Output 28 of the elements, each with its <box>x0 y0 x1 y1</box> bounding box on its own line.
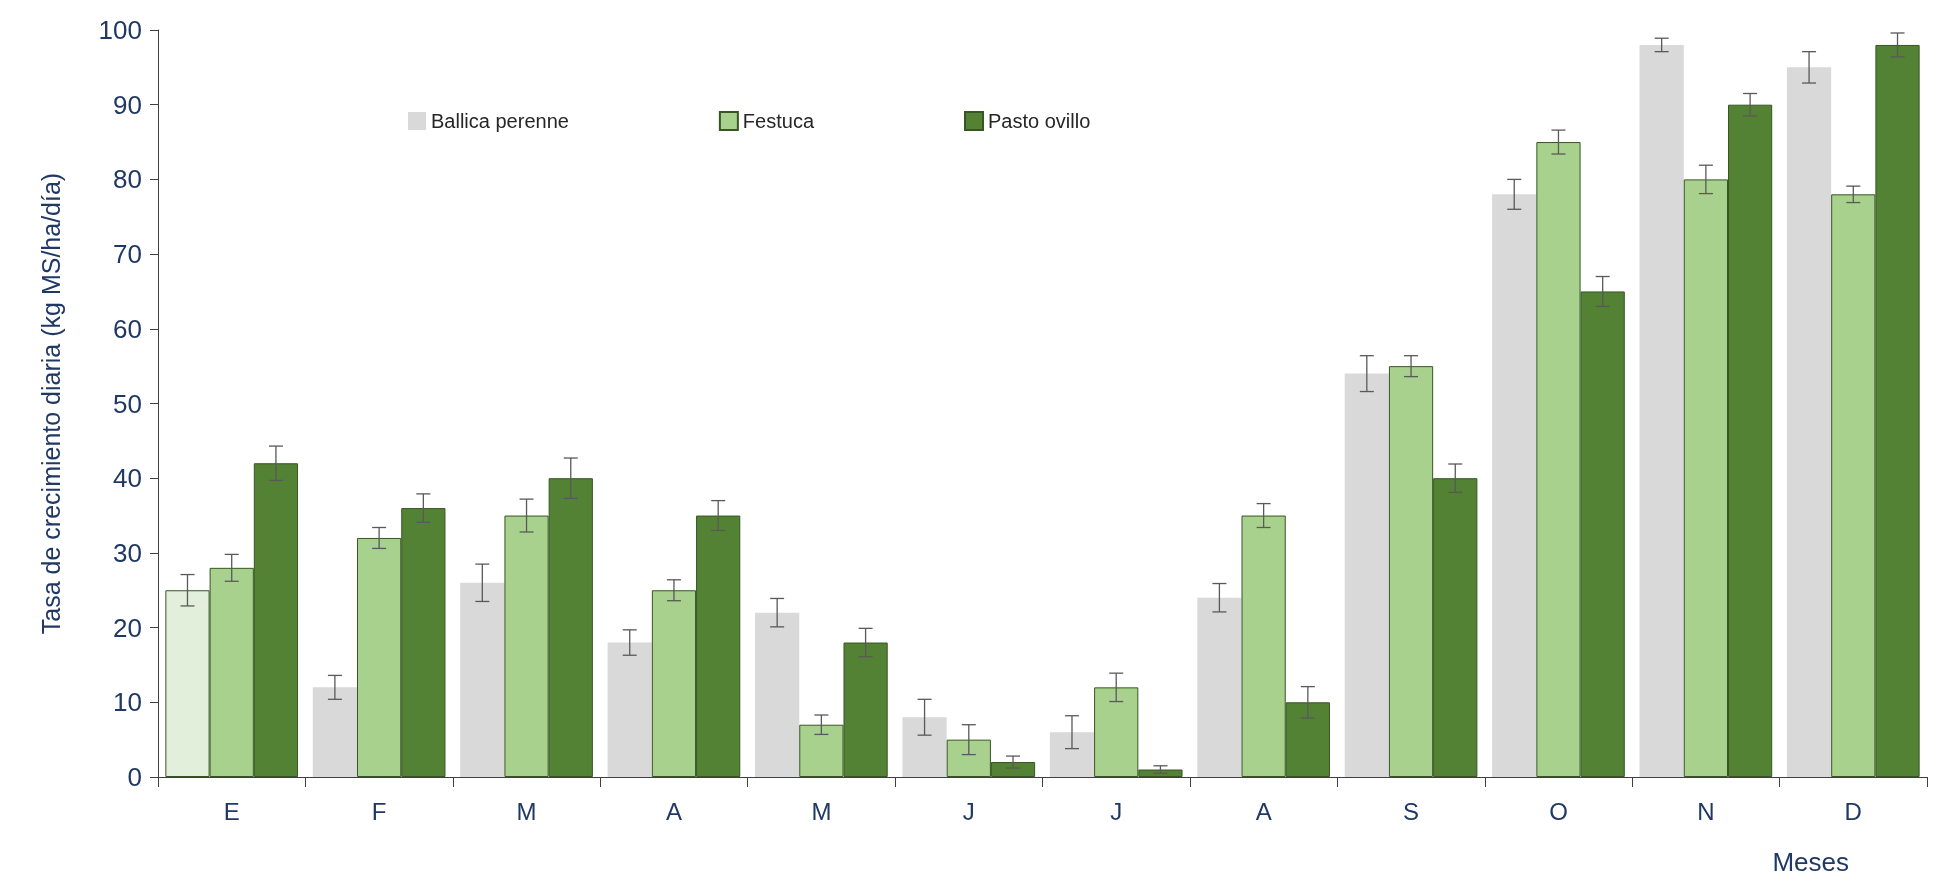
y-tick-label: 30 <box>113 537 142 568</box>
x-tick-label: M <box>811 797 832 825</box>
x-tick-label: A <box>1255 797 1272 825</box>
y-tick-label: 100 <box>98 15 142 45</box>
x-tick-label: J <box>1110 797 1123 825</box>
y-tick-label: 80 <box>113 164 142 195</box>
x-tick-label: A <box>665 797 682 825</box>
y-tick-label: 0 <box>127 762 142 792</box>
y-tick-label: 50 <box>113 388 142 419</box>
x-tick-label: D <box>1844 797 1862 825</box>
x-axis-title: Meses <box>1772 847 1849 877</box>
x-tick-label: M <box>516 797 537 825</box>
legend-label: Ballica perenne <box>431 110 569 132</box>
legend-label: Festuca <box>742 110 815 132</box>
y-axis-title: Tasa de crecimiento diaria (kg MS/ha/día) <box>36 172 65 635</box>
x-tick-label: E <box>223 797 240 825</box>
y-tick-label: 60 <box>113 313 142 344</box>
y-tick-label: 20 <box>113 612 142 643</box>
x-tick-label: N <box>1697 797 1715 825</box>
legend-label: Pasto ovillo <box>988 110 1091 132</box>
x-tick-label: O <box>1549 797 1568 825</box>
x-tick-label: S <box>1403 797 1420 825</box>
x-tick-label: F <box>371 797 387 825</box>
y-tick-label: 70 <box>113 239 142 270</box>
y-tick-label: 40 <box>113 463 142 494</box>
x-tick-label: J <box>962 797 975 825</box>
y-tick-label: 90 <box>113 89 142 120</box>
y-tick-label: 10 <box>113 687 142 718</box>
